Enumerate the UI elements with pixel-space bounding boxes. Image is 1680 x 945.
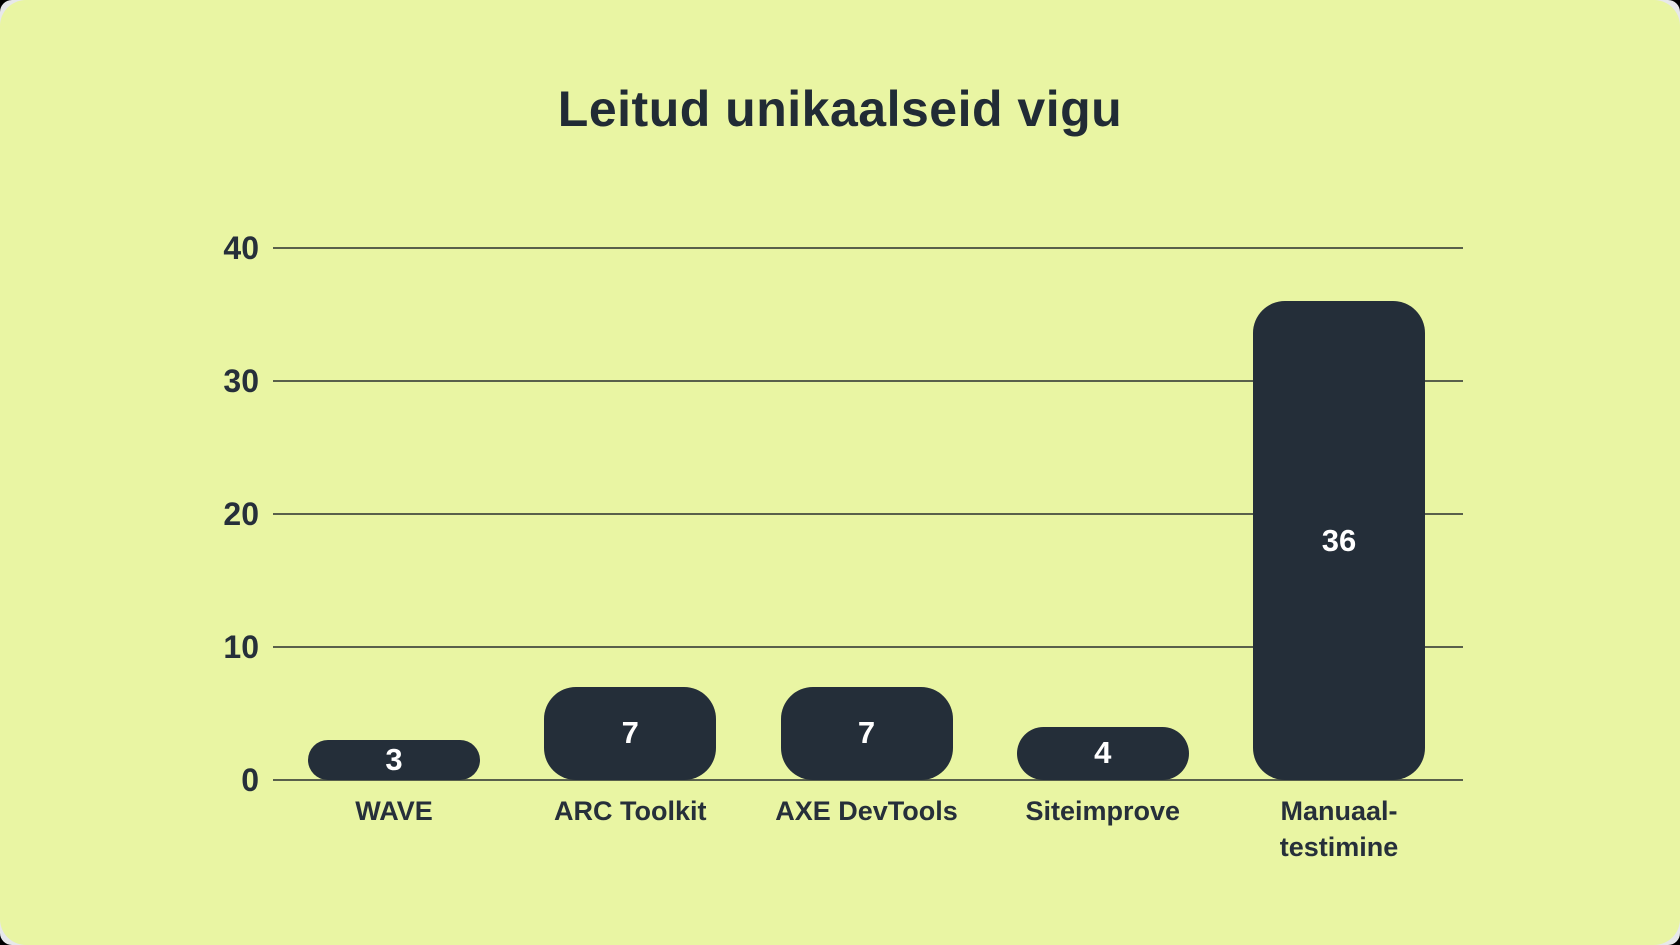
x-category-label: Manuaal- testimine bbox=[1279, 796, 1399, 862]
x-category-label: Siteimprove bbox=[1025, 796, 1181, 826]
chart-title: Leitud unikaalseid vigu bbox=[557, 81, 1123, 137]
bar-value-label: 3 bbox=[385, 742, 403, 778]
y-tick-label: 40 bbox=[223, 230, 259, 266]
bar: 36 bbox=[1253, 301, 1425, 780]
bar: 7 bbox=[780, 686, 953, 780]
y-tick-label: 10 bbox=[223, 629, 259, 665]
gridline bbox=[273, 646, 1463, 648]
y-tick-label: 0 bbox=[241, 762, 259, 798]
bar: 3 bbox=[308, 740, 480, 780]
x-category-label: AXE DevTools bbox=[775, 796, 958, 826]
y-tick-label: 20 bbox=[223, 496, 259, 532]
gridline bbox=[273, 779, 1463, 781]
gridline bbox=[273, 513, 1463, 515]
x-category-label: WAVE bbox=[355, 796, 433, 826]
y-tick-label: 30 bbox=[223, 363, 259, 399]
bar-value-label: 4 bbox=[1094, 735, 1112, 771]
gridline bbox=[273, 247, 1463, 249]
x-category-label: ARC Toolkit bbox=[554, 796, 707, 826]
bar: 7 bbox=[544, 686, 717, 780]
gridline bbox=[273, 380, 1463, 382]
bar-value-label: 7 bbox=[621, 715, 639, 751]
bar-value-label: 36 bbox=[1321, 522, 1357, 558]
bar-value-label: 7 bbox=[857, 715, 876, 751]
bar: 4 bbox=[1016, 726, 1189, 780]
